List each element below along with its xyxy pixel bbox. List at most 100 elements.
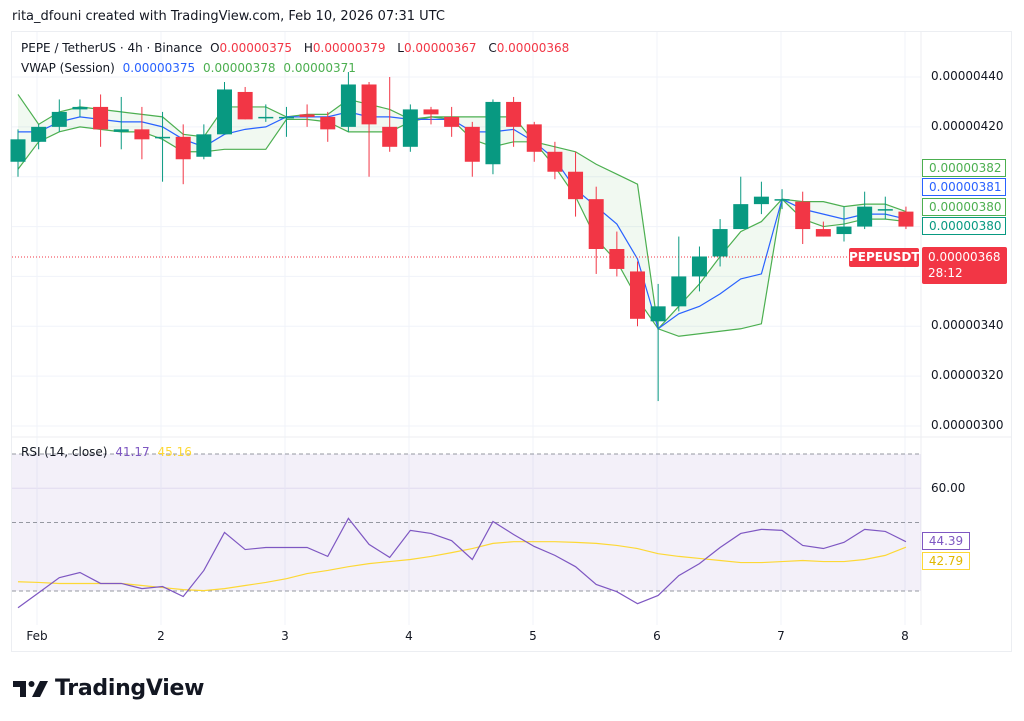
candle (836, 206, 852, 242)
candle (650, 283, 666, 402)
candle (340, 72, 356, 132)
time-axis-label: Feb (26, 629, 48, 643)
candle (93, 94, 109, 147)
candle-body (815, 229, 831, 237)
rsi-title[interactable]: RSI (14, close) (21, 445, 108, 459)
candle (10, 129, 26, 177)
candle (671, 236, 687, 312)
low-value: 0.00000367 (403, 41, 477, 55)
candle (753, 181, 769, 215)
candle (237, 86, 253, 120)
time-axis-label: 8 (901, 629, 909, 643)
grid (12, 32, 1011, 625)
vwap-lower-band (17, 116, 907, 337)
time-axis-label: 6 (653, 629, 661, 643)
symbol-title[interactable]: PEPE / TetherUS · 4h · Binance (21, 41, 203, 55)
candle (423, 106, 439, 125)
candle-body (671, 276, 687, 307)
candle-body (526, 124, 542, 152)
candle-body (402, 109, 418, 147)
candle-body (444, 116, 460, 127)
last-price-value: 0.00000368 (928, 250, 1001, 264)
candle (402, 104, 418, 152)
candle (113, 96, 129, 150)
candle-body (753, 196, 769, 205)
time-axis-label: 7 (777, 629, 785, 643)
candle-body (857, 206, 873, 227)
candle (72, 99, 88, 117)
candle-body (650, 306, 666, 322)
candle-body (877, 209, 893, 211)
chart-frame (11, 31, 1012, 652)
candle-body (299, 114, 315, 117)
vwap-upper-value: 0.00000378 (203, 61, 276, 75)
vwap-upper-band (17, 94, 907, 331)
rsi-ma-value: 45.16 (157, 445, 192, 459)
candle (217, 81, 232, 135)
candle (691, 246, 707, 292)
rsi-value: 41.17 (115, 445, 150, 459)
candle-body (31, 126, 47, 142)
high-value: 0.00000379 (312, 41, 386, 55)
bar-countdown: 28:12 (928, 266, 963, 280)
candle (361, 81, 377, 177)
candle-body (93, 106, 109, 130)
candle (464, 121, 480, 177)
vwap-lower-value: 0.00000371 (283, 61, 356, 75)
time-axis-label: 2 (157, 629, 165, 643)
time-axis-label: 5 (529, 629, 537, 643)
candle (815, 221, 831, 237)
vwap-tag: 0.00000381 (922, 178, 1006, 196)
candle-body (196, 134, 212, 157)
candle-body (258, 116, 274, 119)
candle-body (774, 199, 790, 201)
candle-body (217, 89, 232, 135)
vwap-title[interactable]: VWAP (Session) (21, 61, 115, 75)
price-axis-label: 0.00000420 (931, 119, 1004, 133)
vwap-line (18, 111, 907, 330)
candle (547, 141, 563, 180)
symbol-price-tag: PEPEUSDT (849, 248, 920, 267)
tradingview-logo[interactable]: TradingView (13, 676, 204, 701)
candle (382, 77, 398, 152)
candle-body (340, 84, 356, 127)
candle-body (320, 116, 336, 130)
open-value: 0.00000375 (219, 41, 293, 55)
candle (795, 191, 811, 245)
tradingview-logo-icon (13, 680, 48, 697)
rsi-axis-label: 60.00 (931, 481, 966, 495)
candle (196, 124, 212, 160)
candle (877, 196, 893, 220)
rsi-ma-tag: 42.79 (922, 552, 970, 570)
candle-body (51, 111, 67, 127)
last-price-label: 0.00000368 28:12 (922, 247, 1007, 284)
candle-body (134, 129, 150, 140)
candle (444, 106, 460, 137)
rsi-tag: 44.39 (922, 532, 970, 550)
candle (31, 124, 47, 150)
rsi-bands (12, 453, 921, 592)
price-axis-label: 0.00000300 (931, 418, 1004, 432)
candle (485, 99, 501, 175)
candle-body (237, 91, 253, 120)
candle (609, 231, 625, 277)
price-axis-label: 0.00000320 (931, 368, 1004, 382)
chart-credit: rita_dfouni created with TradingView.com… (12, 9, 445, 24)
candle-body (10, 139, 26, 162)
candle (320, 111, 336, 142)
candle-body (712, 229, 728, 257)
candle (898, 206, 914, 230)
candle (299, 104, 315, 127)
candle (506, 96, 522, 147)
candle-body (630, 271, 645, 319)
candle (175, 124, 191, 185)
candles (10, 72, 914, 402)
candle-body (795, 201, 811, 230)
candle-body (691, 256, 707, 277)
candle-body (733, 204, 749, 230)
close-value: 0.00000368 (496, 41, 570, 55)
vwap-band-fill (18, 94, 906, 337)
vwap-band-tag: 0.00000380 (922, 217, 1006, 235)
rsi-legend: RSI (14, close) 41.17 45.16 (21, 445, 196, 459)
